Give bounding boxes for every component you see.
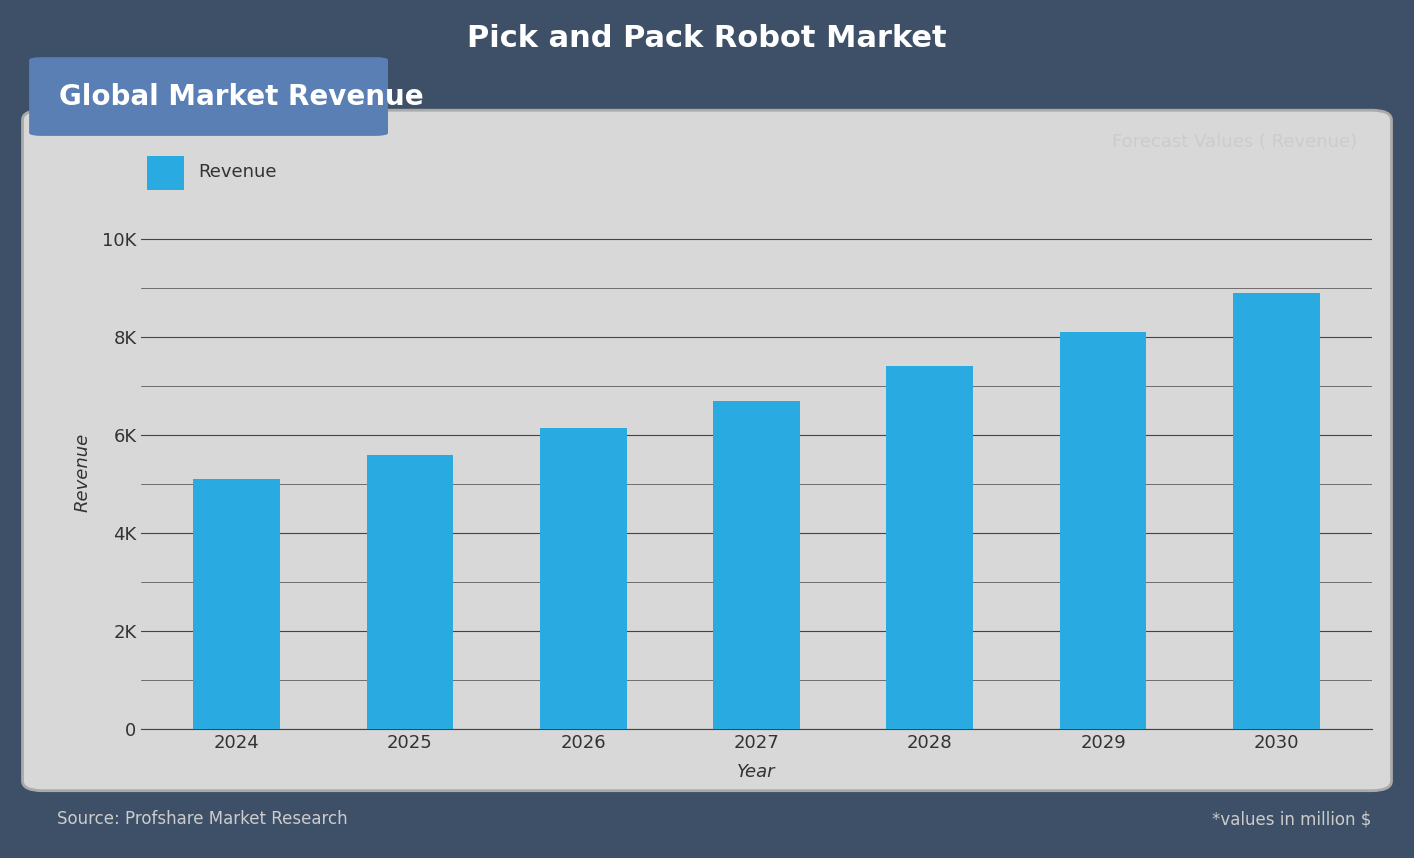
- Text: Revenue: Revenue: [198, 163, 277, 180]
- Text: Source: Profshare Market Research: Source: Profshare Market Research: [57, 811, 348, 828]
- X-axis label: Year: Year: [737, 764, 776, 782]
- FancyBboxPatch shape: [30, 57, 387, 136]
- Text: Global Market Revenue: Global Market Revenue: [59, 82, 424, 111]
- Bar: [1233, 293, 1319, 729]
- Bar: [1059, 332, 1147, 729]
- Bar: [194, 480, 280, 729]
- Bar: [366, 455, 454, 729]
- Bar: [887, 366, 973, 729]
- Bar: [540, 428, 626, 729]
- Y-axis label: Revenue: Revenue: [74, 432, 90, 511]
- FancyBboxPatch shape: [23, 110, 1391, 791]
- Text: Pick and Pack Robot Market: Pick and Pack Robot Market: [467, 24, 947, 53]
- Text: Forecast Values ( Revenue): Forecast Values ( Revenue): [1113, 133, 1357, 150]
- Bar: [713, 401, 800, 729]
- Bar: [147, 156, 184, 190]
- Text: *values in million $: *values in million $: [1212, 811, 1372, 828]
